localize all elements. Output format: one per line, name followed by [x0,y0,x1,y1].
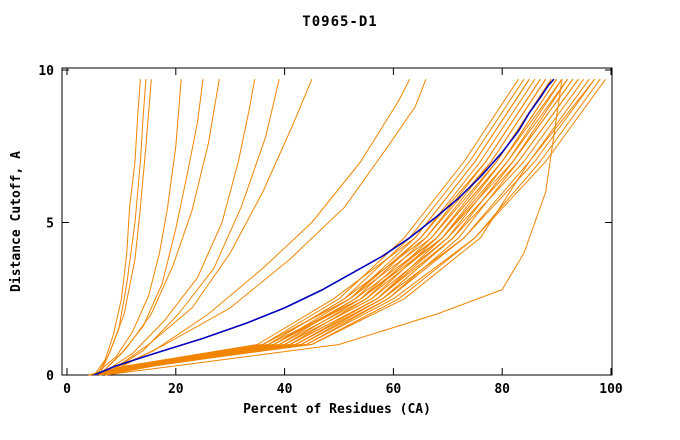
series-line [99,79,220,376]
series-line [99,78,596,376]
series-line [94,78,607,376]
series-line [99,78,590,376]
y-tick-label: 0 [46,369,54,384]
series-line [99,79,204,376]
series-line [104,79,280,376]
x-tick-label: 60 [386,382,402,397]
series-line [94,78,596,376]
series-line [99,79,152,376]
y-axis-label: Distance Cutoff, A [9,151,24,292]
series-line [104,79,313,376]
series-line [99,78,411,376]
series-line [105,79,563,376]
series-line [99,78,601,376]
series-line [88,78,519,376]
series-line [104,79,427,376]
x-tick-label: 20 [168,382,184,397]
series-line [99,78,574,376]
series-line [93,79,141,376]
y-tick-label: 5 [46,217,54,232]
series-line [88,78,541,376]
highlighted-series-line [93,78,555,376]
series-line [99,79,256,376]
x-tick-label: 80 [494,382,510,397]
x-axis-label: Percent of Residues (CA) [243,402,431,417]
x-tick-label: 0 [63,382,71,397]
chart-title: T0965-D1 [302,14,378,30]
series-line [105,78,568,376]
series-line [93,79,182,376]
x-tick-label: 100 [599,382,623,397]
axis-frame [61,67,613,376]
series-line [94,78,536,376]
series-line [94,78,525,376]
x-tick-label: 40 [277,382,293,397]
y-tick-label: 10 [38,64,54,79]
